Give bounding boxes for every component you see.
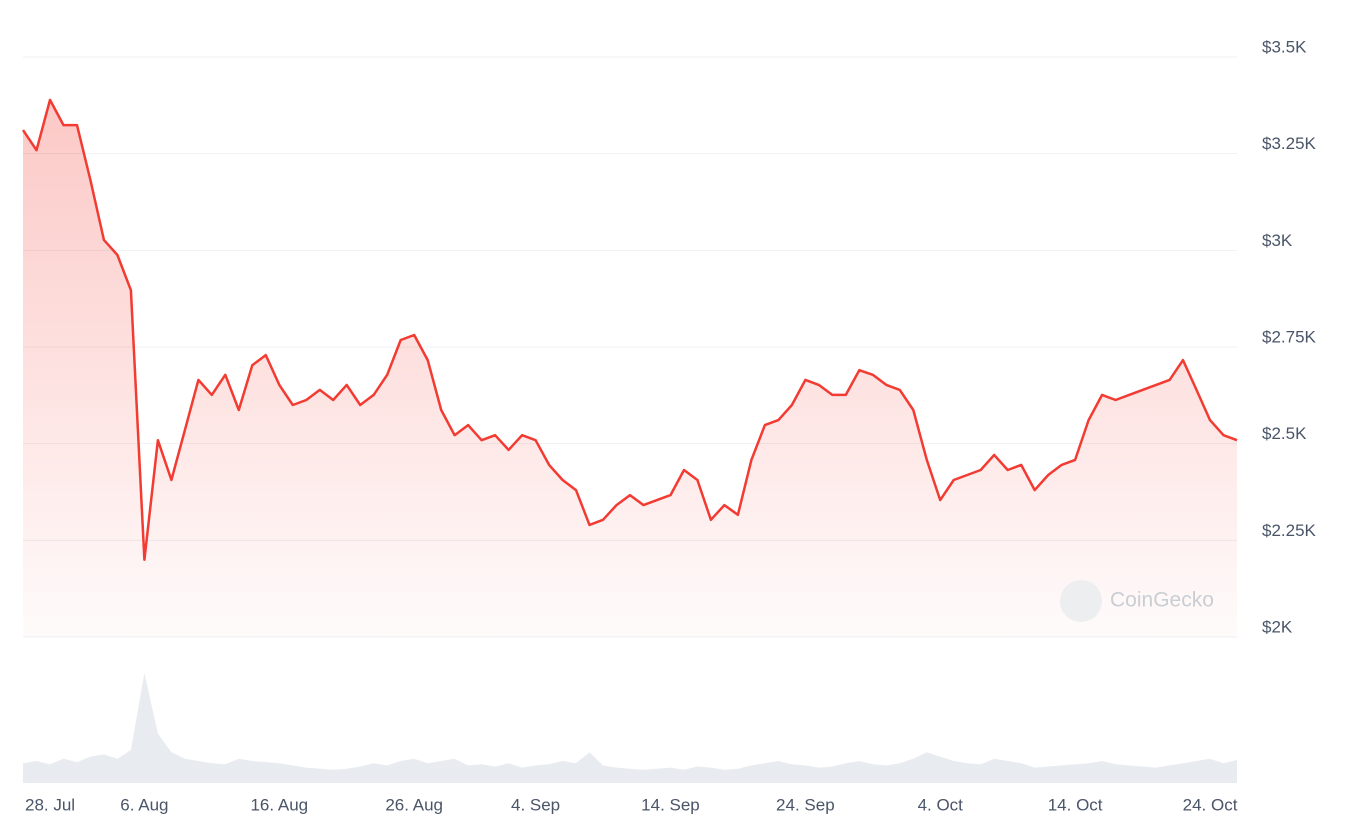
x-tick-label: 14. Sep [641, 795, 700, 814]
y-tick-label: $3K [1262, 231, 1293, 250]
y-tick-label: $3.25K [1262, 134, 1317, 153]
y-tick-label: $2K [1262, 617, 1293, 636]
x-tick-label: 26. Aug [385, 795, 443, 814]
price-line [21, 98, 1238, 561]
x-tick-label: 16. Aug [250, 795, 308, 814]
x-tick-label: 24. Sep [776, 795, 835, 814]
x-tick-label: 24. Oct [1183, 795, 1238, 814]
x-tick-label: 28. Jul [25, 795, 75, 814]
watermark-text: CoinGecko [1110, 589, 1214, 612]
x-tick-label: 6. Aug [120, 795, 168, 814]
price-area [23, 99, 1237, 637]
x-tick-label: 14. Oct [1048, 795, 1103, 814]
volume-area [23, 673, 1237, 783]
y-tick-label: $2.5K [1262, 424, 1307, 443]
watermark: CoinGecko [1060, 580, 1214, 622]
y-tick-label: $3.5K [1262, 37, 1307, 56]
y-tick-label: $2.25K [1262, 521, 1317, 540]
x-tick-label: 4. Sep [511, 795, 560, 814]
x-tick-label: 4. Oct [918, 795, 964, 814]
y-tick-label: $2.75K [1262, 327, 1317, 346]
watermark-logo [1060, 580, 1102, 622]
